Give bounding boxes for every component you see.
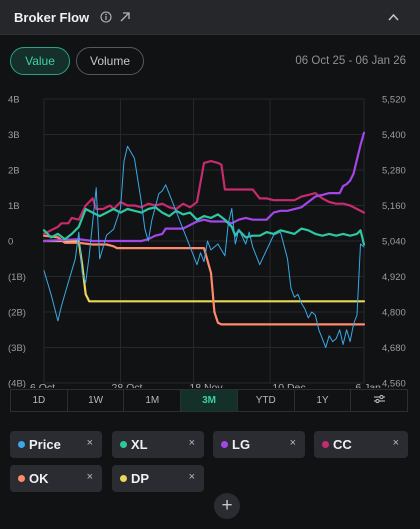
y-right-tick-label: 4,560 — [382, 379, 406, 389]
legend-chip-label: CC — [333, 437, 352, 452]
y-right-tick-label: 4,920 — [382, 272, 406, 283]
y-left-tick-label: (3B) — [8, 343, 26, 354]
range-1w[interactable]: 1W — [68, 390, 125, 411]
y-left-tick-label: 4B — [8, 95, 20, 106]
series-color-dot — [120, 475, 127, 482]
close-icon[interactable]: × — [86, 437, 93, 449]
range-1y[interactable]: 1Y — [295, 390, 352, 411]
series-color-dot — [221, 441, 228, 448]
y-right-tick-label: 5,280 — [382, 166, 406, 177]
legend-chip-label: LG — [232, 437, 251, 452]
date-range-label: 06 Oct 25 - 06 Jan 26 — [295, 55, 406, 67]
y-right-tick-label: 5,400 — [382, 130, 406, 141]
y-right-tick-label: 5,040 — [382, 237, 406, 248]
x-tick-label: 6 Jan — [355, 382, 381, 388]
series-line-price — [43, 145, 365, 348]
series-color-dot — [18, 441, 25, 448]
legend-chip-label: Price — [29, 437, 61, 452]
x-tick-label: 10 Dec — [272, 382, 305, 388]
plus-icon: + — [221, 495, 233, 516]
chart-settings-button[interactable] — [351, 390, 407, 411]
legend-chip-ok[interactable]: OK × — [10, 465, 102, 492]
y-left-tick-label: 3B — [8, 130, 20, 141]
chevron-up-icon[interactable] — [387, 12, 400, 22]
value-toggle[interactable]: Value — [10, 47, 70, 75]
legend-chip-label: XL — [131, 437, 148, 452]
add-series-button[interactable]: + — [214, 493, 240, 519]
series-color-dot — [18, 475, 25, 482]
close-icon[interactable]: × — [188, 437, 195, 449]
y-right-tick-label: 5,520 — [382, 95, 406, 106]
time-range-selector: 1D 1W 1M 3M YTD 1Y — [10, 389, 408, 412]
y-left-tick-label: (4B) — [8, 379, 26, 389]
panel-title: Broker Flow — [14, 10, 90, 25]
sliders-icon — [373, 395, 385, 404]
close-icon[interactable]: × — [86, 471, 93, 483]
legend-chip-dp[interactable]: DP × — [112, 465, 204, 492]
close-icon[interactable]: × — [289, 437, 296, 449]
external-link-icon[interactable] — [119, 11, 131, 23]
y-right-tick-label: 5,160 — [382, 201, 406, 212]
range-1m[interactable]: 1M — [124, 390, 182, 411]
broker-flow-chart[interactable]: 4B 5,520 3B 5,400 2B 5,280 1B 5,160 0 5,040 (1B) 4,… — [0, 88, 420, 389]
y-left-tick-label: (2B) — [8, 308, 26, 319]
series-color-dot — [322, 441, 329, 448]
legend-chip-label: OK — [29, 471, 49, 486]
y-right-tick-label: 4,800 — [382, 308, 406, 319]
range-3m[interactable]: 3M — [181, 390, 238, 411]
range-1d[interactable]: 1D — [11, 390, 68, 411]
legend-chip-price[interactable]: Price × — [10, 431, 102, 458]
range-ytd[interactable]: YTD — [238, 390, 295, 411]
legend-chip-cc[interactable]: CC × — [314, 431, 408, 458]
x-tick-label: 6 Oct — [30, 382, 55, 388]
volume-toggle[interactable]: Volume — [76, 47, 144, 75]
info-icon[interactable] — [100, 11, 112, 23]
series-line-ok — [42, 234, 366, 326]
y-left-tick-label: (1B) — [8, 272, 26, 283]
panel-header: Broker Flow — [0, 0, 420, 35]
y-left-tick-label: 2B — [8, 166, 20, 177]
series-line-cc — [42, 159, 366, 235]
close-icon[interactable]: × — [392, 437, 399, 449]
y-left-tick-label: 0 — [8, 237, 13, 248]
x-tick-label: 18 Nov — [189, 382, 223, 388]
legend-chip-label: DP — [131, 471, 150, 486]
y-right-tick-label: 4,680 — [382, 343, 406, 354]
y-left-tick-label: 1B — [8, 201, 20, 212]
legend-chip-lg[interactable]: LG × — [213, 431, 305, 458]
series-line-xl — [42, 206, 366, 246]
legend-chip-xl[interactable]: XL × — [112, 431, 204, 458]
series-color-dot — [120, 441, 127, 448]
close-icon[interactable]: × — [188, 471, 195, 483]
x-tick-label: 28 Oct — [112, 382, 143, 388]
series-line-lg — [42, 131, 366, 243]
